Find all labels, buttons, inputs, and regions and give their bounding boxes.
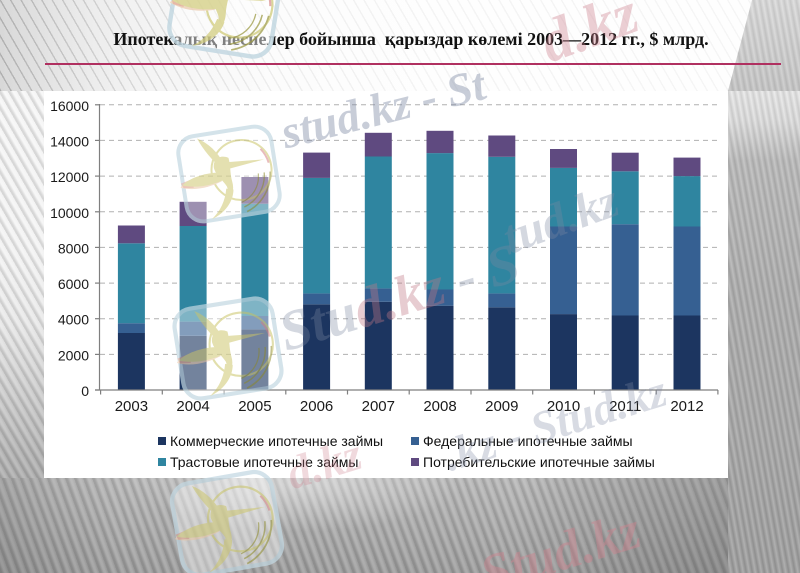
svg-text:2005: 2005	[238, 398, 271, 415]
svg-text:2012: 2012	[670, 398, 703, 415]
svg-text:4000: 4000	[58, 312, 89, 328]
svg-text:10000: 10000	[50, 205, 89, 221]
svg-text:2003: 2003	[115, 398, 148, 415]
svg-text:2004: 2004	[176, 398, 209, 415]
svg-text:12000: 12000	[50, 169, 89, 185]
svg-text:2009: 2009	[485, 398, 518, 415]
svg-text:2008: 2008	[423, 398, 456, 415]
svg-text:2000: 2000	[58, 347, 89, 363]
svg-text:8000: 8000	[58, 240, 89, 256]
svg-text:16000: 16000	[50, 98, 89, 114]
svg-text:14000: 14000	[50, 133, 89, 149]
svg-text:2011: 2011	[609, 398, 641, 415]
svg-text:2007: 2007	[362, 398, 395, 415]
svg-text:2010: 2010	[547, 398, 580, 415]
svg-text:0: 0	[81, 383, 89, 399]
svg-text:2006: 2006	[300, 398, 333, 415]
svg-text:6000: 6000	[58, 276, 89, 292]
